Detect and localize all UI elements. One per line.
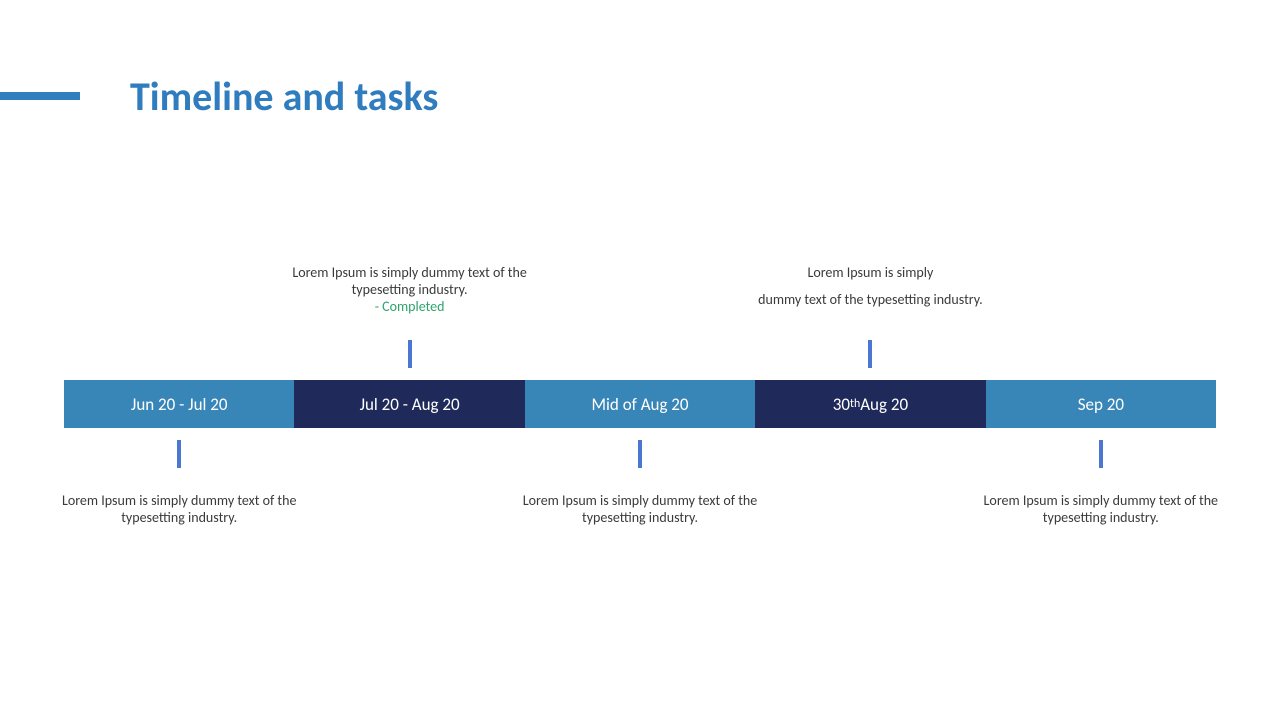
page-title: Timeline and tasks <box>130 72 438 121</box>
callout-desc-bottom-2: Lorem Ipsum is simply dummy text of the … <box>515 492 765 526</box>
callout-text: Lorem Ipsum is simply dummy text of the … <box>292 264 526 298</box>
callout-line1: Lorem Ipsum is simply <box>740 264 1000 281</box>
timeline-segment-1: Jul 20 - Aug 20 <box>294 380 524 428</box>
callout-tick-top-1 <box>408 340 412 368</box>
timeline-segment-3: 30th Aug 20 <box>755 380 985 428</box>
timeline-bar: Jun 20 - Jul 20 Jul 20 - Aug 20 Mid of A… <box>64 380 1216 428</box>
callout-text: Lorem Ipsum is simply dummy text of the … <box>984 492 1218 526</box>
callout-tick-bottom-2 <box>638 440 642 468</box>
callout-text: Lorem Ipsum is simply dummy text of the … <box>62 492 296 526</box>
callout-status: - Completed <box>280 298 540 315</box>
timeline-segment-4: Sep 20 <box>986 380 1216 428</box>
callout-desc-bottom-0: Lorem Ipsum is simply dummy text of the … <box>54 492 304 526</box>
callout-line2: dummy text of the typesetting industry. <box>740 291 1000 308</box>
title-accent-bar <box>0 92 80 100</box>
callout-text: Lorem Ipsum is simply dummy text of the … <box>523 492 757 526</box>
timeline-segment-2: Mid of Aug 20 <box>525 380 755 428</box>
callout-desc-top-3: Lorem Ipsum is simply dummy text of the … <box>740 264 1000 308</box>
timeline-segment-0: Jun 20 - Jul 20 <box>64 380 294 428</box>
callout-desc-bottom-4: Lorem Ipsum is simply dummy text of the … <box>976 492 1226 526</box>
callout-tick-bottom-4 <box>1099 440 1103 468</box>
callout-desc-top-1: Lorem Ipsum is simply dummy text of the … <box>280 264 540 315</box>
callout-tick-bottom-0 <box>177 440 181 468</box>
callout-tick-top-3 <box>868 340 872 368</box>
